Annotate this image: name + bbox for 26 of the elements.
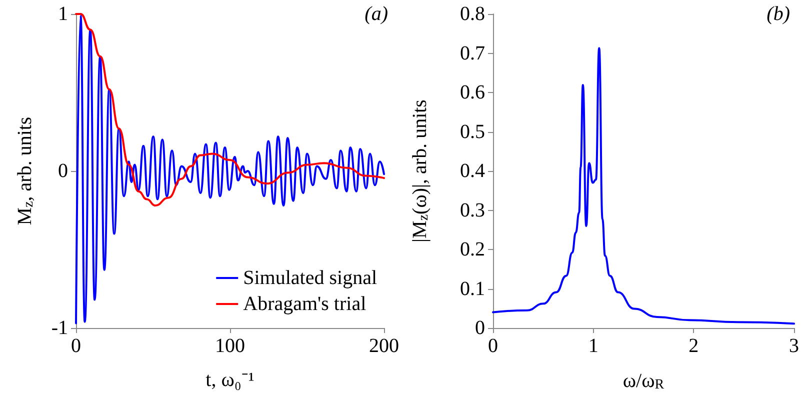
x-tick-label: 1	[588, 335, 598, 357]
line-series	[492, 47, 795, 325]
y-tick-label: 0.7	[460, 42, 485, 64]
y-axis-title: Mz, arb. units	[14, 116, 36, 226]
x-tick-label: 100	[215, 335, 245, 357]
legend-label: Simulated signal	[243, 267, 378, 289]
y-tick-label: 0.3	[460, 199, 485, 222]
annotation: (b)	[766, 3, 790, 25]
y-tick-label: 0	[58, 160, 68, 182]
y-tick-label: 0.8	[460, 3, 485, 25]
y-tick-label: 0.2	[460, 238, 485, 260]
y-tick-label: 0	[475, 317, 485, 339]
x-tick-label: 3	[789, 335, 799, 357]
y-axis-title: |Mz(ω)|, arb. units	[409, 99, 432, 242]
x-axis-title: t, ω₀⁻¹	[206, 369, 254, 391]
annotation: (a)	[364, 3, 388, 25]
y-tick-label: -1	[51, 317, 68, 339]
y-tick-label: 0.1	[460, 278, 485, 300]
legend-label: Abragam's trial	[243, 293, 367, 315]
x-tick-label: 200	[369, 335, 399, 357]
y-tick-label: 0.6	[460, 82, 485, 104]
x-tick-label: 2	[688, 335, 699, 357]
y-tick-label: 0.5	[460, 120, 485, 143]
y-tick-label: 0.4	[460, 160, 485, 182]
y-tick-label: 1	[58, 3, 68, 25]
x-axis-title: ω/ωR	[622, 370, 665, 392]
